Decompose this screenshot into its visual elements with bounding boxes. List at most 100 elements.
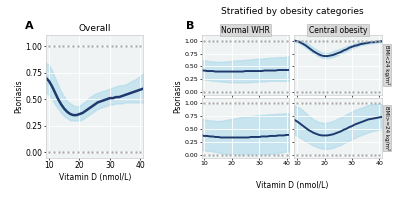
- Point: [232, 39, 238, 42]
- Point: [51, 45, 57, 48]
- Point: [368, 102, 374, 105]
- Point: [104, 151, 110, 154]
- Point: [132, 151, 139, 154]
- Point: [354, 39, 361, 42]
- Point: [236, 39, 242, 42]
- Point: [206, 39, 212, 42]
- Point: [372, 102, 378, 105]
- Point: [270, 39, 277, 42]
- Point: [346, 39, 352, 42]
- Point: [137, 151, 144, 154]
- Point: [320, 91, 326, 94]
- Title: Central obesity: Central obesity: [309, 26, 368, 35]
- Point: [253, 91, 260, 94]
- Point: [342, 102, 348, 105]
- Point: [368, 91, 374, 94]
- Point: [275, 39, 281, 42]
- Point: [258, 153, 264, 157]
- Point: [354, 102, 361, 105]
- Point: [118, 45, 124, 48]
- Point: [218, 39, 225, 42]
- Point: [240, 91, 246, 94]
- Point: [298, 91, 305, 94]
- Point: [294, 153, 300, 157]
- Point: [372, 39, 378, 42]
- Point: [206, 102, 212, 105]
- Text: BMI<24 kg/m²: BMI<24 kg/m²: [384, 45, 390, 85]
- Point: [316, 153, 322, 157]
- Point: [232, 102, 238, 105]
- Point: [223, 39, 229, 42]
- Point: [337, 39, 344, 42]
- Point: [350, 153, 356, 157]
- Point: [342, 153, 348, 157]
- Point: [283, 102, 290, 105]
- Point: [223, 153, 229, 157]
- Point: [244, 39, 251, 42]
- Point: [328, 39, 335, 42]
- Point: [94, 45, 100, 48]
- Point: [104, 45, 110, 48]
- Point: [307, 39, 313, 42]
- Point: [240, 39, 246, 42]
- Point: [56, 151, 62, 154]
- Point: [298, 153, 305, 157]
- Y-axis label: Psoriasis: Psoriasis: [14, 80, 23, 113]
- Point: [350, 102, 356, 105]
- Point: [337, 102, 344, 105]
- Point: [320, 102, 326, 105]
- Point: [283, 91, 290, 94]
- Text: A: A: [24, 21, 33, 31]
- Point: [275, 153, 281, 157]
- Point: [65, 151, 72, 154]
- Point: [337, 91, 344, 94]
- Point: [210, 39, 216, 42]
- Point: [249, 91, 255, 94]
- Point: [51, 151, 57, 154]
- Text: Psoriasis: Psoriasis: [173, 80, 182, 113]
- Point: [316, 91, 322, 94]
- Point: [108, 151, 115, 154]
- Point: [244, 91, 251, 94]
- Point: [376, 91, 382, 94]
- Point: [294, 39, 300, 42]
- Point: [75, 45, 81, 48]
- Point: [84, 151, 91, 154]
- Point: [223, 102, 229, 105]
- Point: [118, 151, 124, 154]
- Point: [249, 102, 255, 105]
- Point: [201, 102, 208, 105]
- Point: [376, 153, 382, 157]
- Point: [262, 39, 268, 42]
- Point: [214, 91, 221, 94]
- Point: [201, 91, 208, 94]
- Point: [303, 39, 309, 42]
- Point: [298, 39, 305, 42]
- Point: [210, 91, 216, 94]
- Point: [368, 39, 374, 42]
- Point: [99, 151, 105, 154]
- Point: [262, 91, 268, 94]
- Point: [328, 153, 335, 157]
- Point: [311, 91, 318, 94]
- Point: [376, 102, 382, 105]
- Point: [320, 39, 326, 42]
- Title: Overall: Overall: [78, 24, 111, 33]
- Point: [236, 91, 242, 94]
- Point: [324, 153, 331, 157]
- Point: [206, 91, 212, 94]
- Point: [75, 151, 81, 154]
- Point: [359, 39, 365, 42]
- Point: [363, 39, 370, 42]
- Point: [214, 39, 221, 42]
- Point: [303, 91, 309, 94]
- Point: [262, 102, 268, 105]
- Point: [328, 91, 335, 94]
- Point: [128, 45, 134, 48]
- Point: [240, 102, 246, 105]
- Point: [279, 102, 285, 105]
- Point: [303, 153, 309, 157]
- Point: [80, 151, 86, 154]
- Point: [333, 102, 339, 105]
- Point: [337, 153, 344, 157]
